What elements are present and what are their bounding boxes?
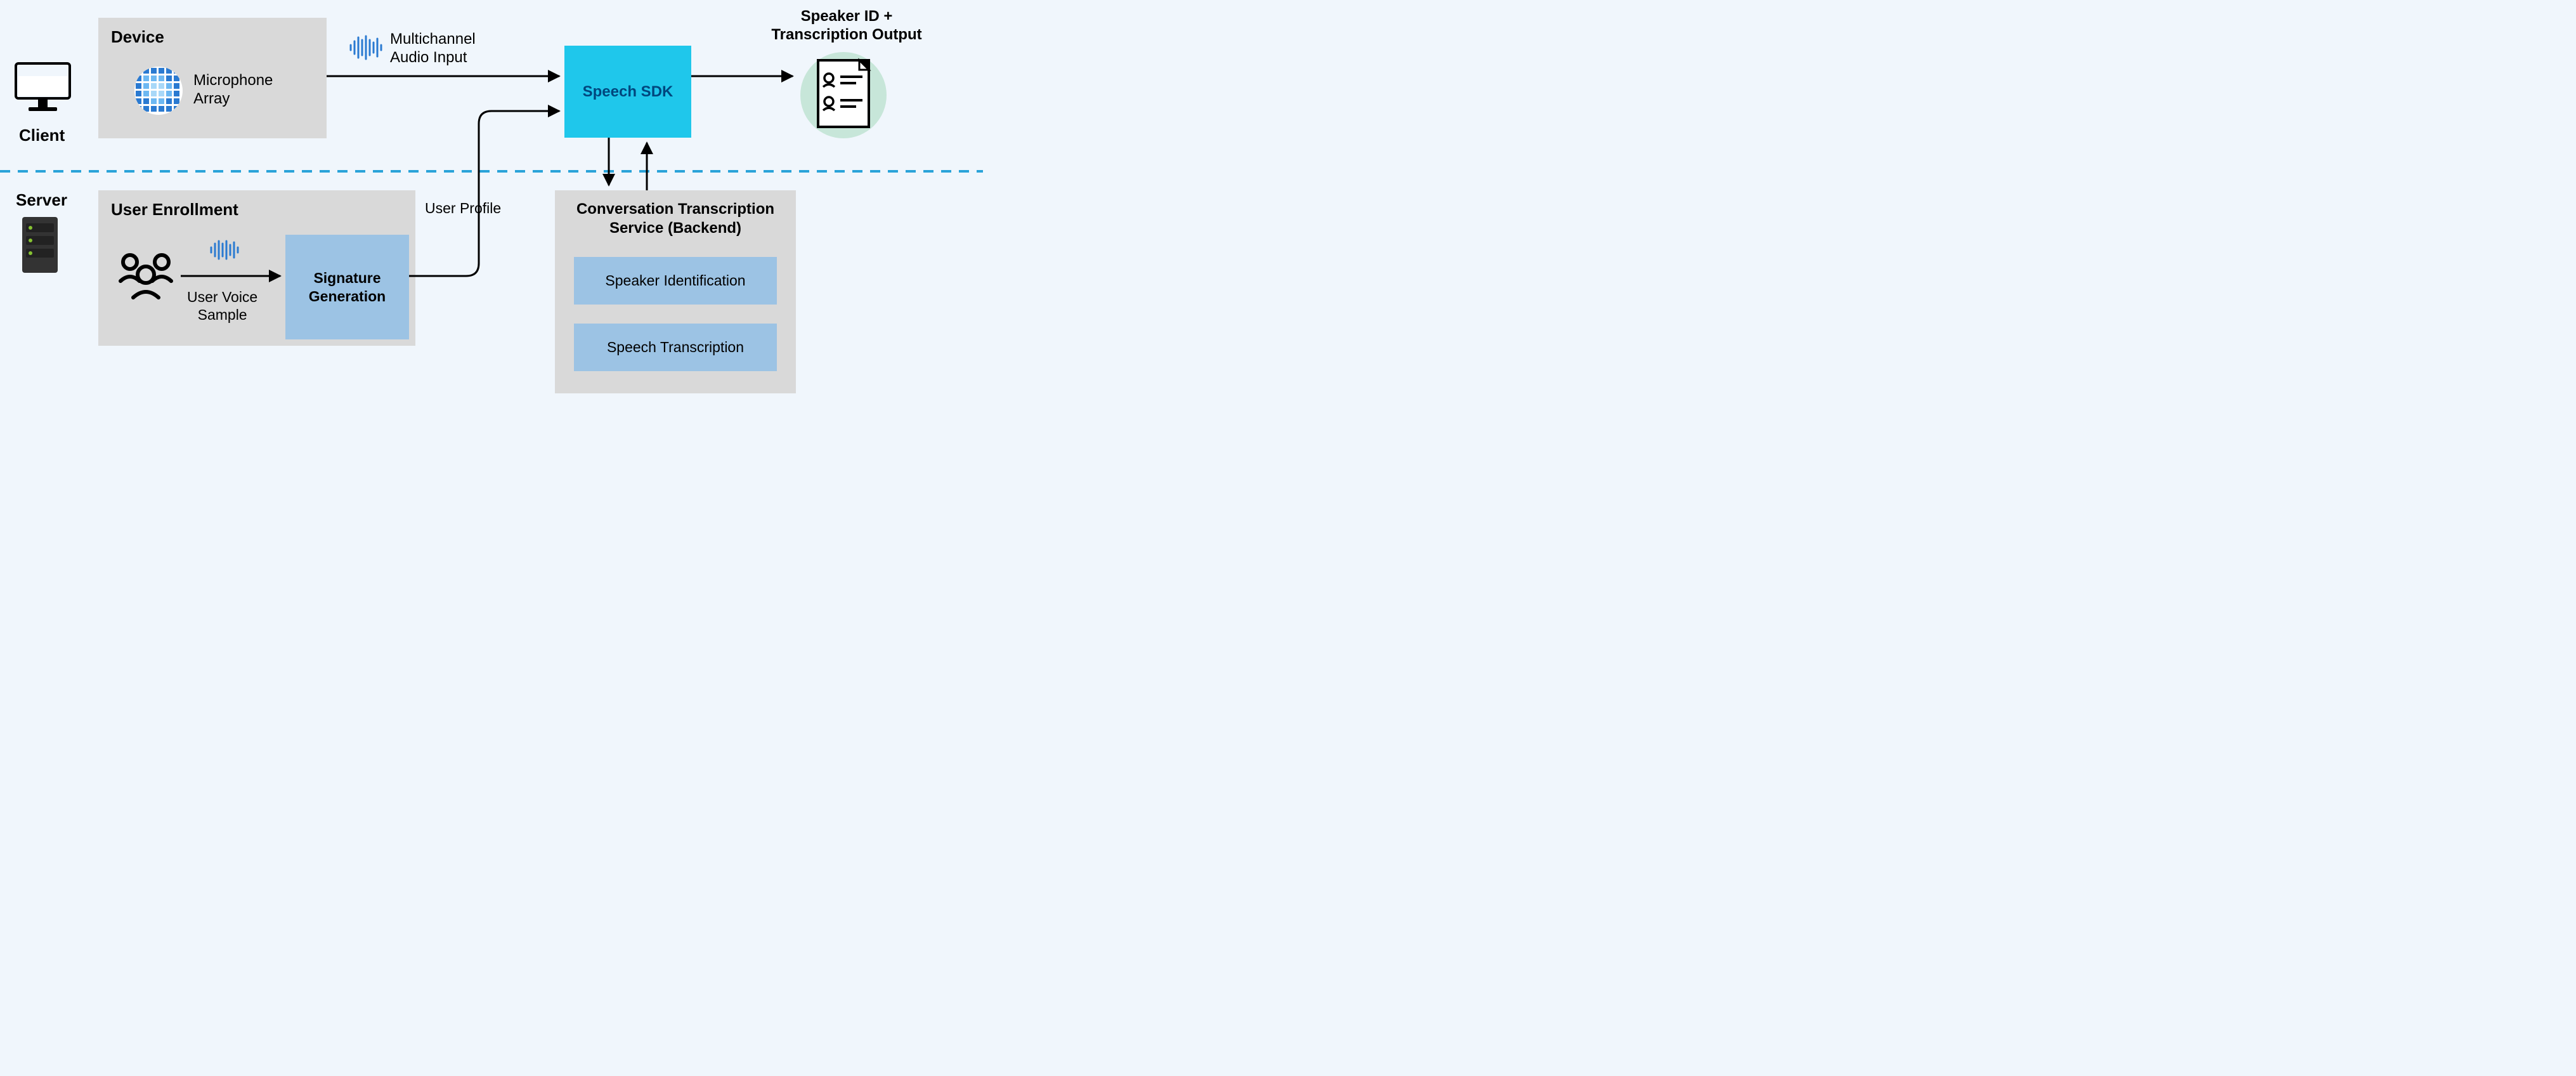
speech-trans-box: Speech Transcription <box>574 324 777 371</box>
speech-trans-title: Speech Transcription <box>607 339 744 356</box>
speech-sdk-box: Speech SDK <box>564 46 691 138</box>
signature-generation-title: Signature Generation <box>309 269 386 306</box>
speech-sdk-title: Speech SDK <box>583 83 673 101</box>
backend-box: Conversation Transcription Service (Back… <box>555 190 796 393</box>
speaker-id-box: Speaker Identification <box>574 257 777 305</box>
speaker-id-title: Speaker Identification <box>605 272 745 289</box>
server-label: Server <box>16 190 67 210</box>
output-icon <box>796 48 891 146</box>
mic-array-label: Microphone Array <box>193 72 273 108</box>
client-monitor-icon <box>13 60 73 117</box>
audio-input-label: Multichannel Audio Input <box>390 30 476 67</box>
backend-title: Conversation Transcription Service (Back… <box>555 200 796 238</box>
users-icon <box>114 251 178 305</box>
user-profile-label: User Profile <box>425 200 501 217</box>
audio-waveform-icon <box>349 35 384 63</box>
device-title: Device <box>111 27 164 47</box>
output-title: Speaker ID + Transcription Output <box>767 8 926 44</box>
microphone-array-icon <box>133 65 184 119</box>
voice-sample-label: User Voice Sample <box>187 289 257 324</box>
voice-sample-waveform-icon <box>209 240 240 263</box>
signature-generation-box: Signature Generation <box>285 235 409 339</box>
client-label: Client <box>19 126 65 145</box>
device-box: Device Microphone Array <box>98 18 327 138</box>
user-enrollment-title: User Enrollment <box>111 200 238 220</box>
server-rack-icon <box>21 216 59 279</box>
